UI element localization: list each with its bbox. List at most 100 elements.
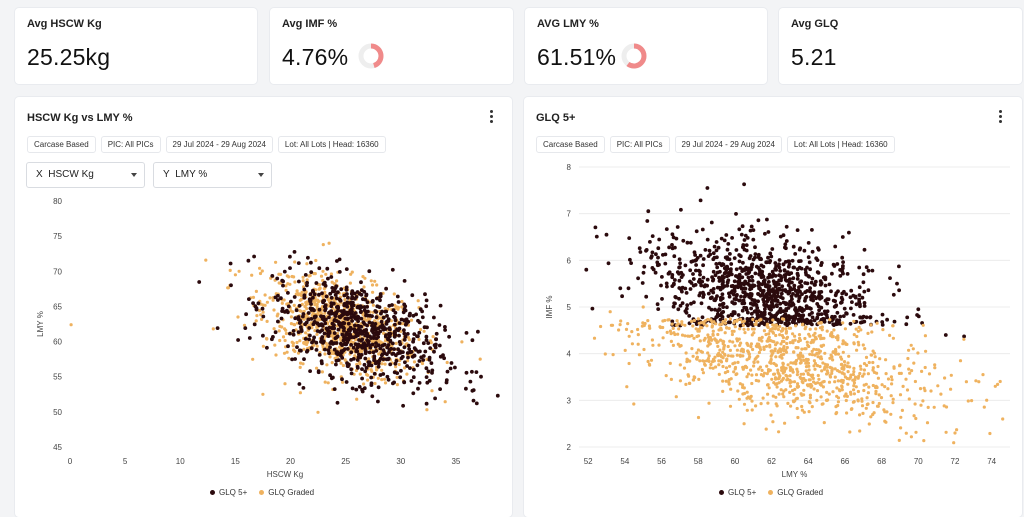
data-point [611, 353, 615, 357]
data-point [820, 328, 824, 332]
y-tick-label: 2 [567, 443, 572, 452]
data-point [376, 326, 381, 331]
filter-chip: Carcase Based [27, 136, 96, 153]
x-axis-select[interactable]: X HSCW Kg [26, 162, 145, 188]
data-point [636, 276, 640, 281]
more-options-icon[interactable] [994, 110, 1006, 126]
data-point [949, 387, 953, 391]
data-point [906, 356, 910, 361]
data-point [663, 261, 668, 266]
data-point [449, 361, 454, 365]
data-point [766, 230, 771, 234]
filter-chip: Carcase Based [536, 136, 605, 153]
data-point [744, 364, 748, 368]
data-point [810, 249, 815, 254]
data-point [824, 398, 829, 402]
data-point [901, 384, 905, 388]
data-point [278, 338, 282, 343]
kpi-value: 5.21 [791, 44, 837, 70]
data-point [599, 324, 603, 329]
data-point [358, 355, 363, 360]
data-point [401, 403, 405, 408]
data-point [333, 293, 338, 297]
legend-item-glq5[interactable]: GLQ 5+ [719, 488, 756, 497]
data-point [742, 402, 747, 406]
data-point [781, 392, 785, 396]
data-point [395, 294, 400, 299]
data-point [757, 367, 761, 371]
data-point [391, 308, 396, 313]
data-point [628, 257, 632, 262]
data-point [325, 266, 330, 271]
data-point [788, 384, 793, 388]
data-point [609, 323, 613, 327]
data-point [812, 283, 817, 287]
data-point [819, 263, 823, 267]
data-point [359, 331, 364, 336]
data-point [777, 320, 781, 324]
data-point [705, 277, 710, 282]
data-point [862, 319, 867, 324]
data-point [430, 368, 435, 373]
data-point [988, 431, 992, 436]
data-point [340, 332, 345, 337]
data-point [775, 341, 779, 345]
data-point [809, 373, 813, 377]
data-point [377, 352, 381, 356]
data-point [364, 318, 368, 322]
legend-item-glq5[interactable]: GLQ 5+ [210, 488, 247, 497]
data-point [380, 368, 384, 372]
x-tick-label: 70 [914, 457, 923, 466]
data-point [827, 320, 832, 324]
data-point [868, 315, 872, 320]
legend-item-graded[interactable]: GLQ Graded [768, 488, 823, 497]
data-point [761, 288, 766, 293]
data-point [742, 391, 747, 396]
data-point [829, 289, 833, 294]
data-point [722, 347, 726, 351]
data-point [711, 366, 715, 370]
data-point [654, 252, 658, 257]
data-point [750, 399, 754, 403]
data-point [698, 359, 702, 363]
data-point [655, 302, 660, 307]
data-point [691, 324, 695, 328]
data-point [661, 336, 665, 340]
data-point [336, 331, 340, 336]
data-point [367, 320, 372, 325]
data-point [871, 360, 875, 365]
data-point [351, 345, 356, 350]
x-tick-label: 68 [877, 457, 886, 466]
data-point [353, 323, 357, 328]
data-point [813, 367, 817, 371]
data-point [423, 349, 428, 354]
data-point [424, 401, 429, 406]
data-point [801, 372, 806, 376]
data-point [670, 232, 675, 237]
data-point [261, 333, 265, 338]
data-point [808, 286, 812, 291]
data-point [656, 246, 661, 251]
data-point [816, 373, 820, 378]
data-point [753, 245, 757, 250]
data-point [426, 341, 431, 345]
y-axis-select[interactable]: Y LMY % [153, 162, 272, 188]
data-point [377, 305, 382, 309]
data-point [727, 326, 731, 330]
data-point [722, 271, 727, 276]
data-point [395, 383, 399, 387]
legend-item-graded[interactable]: GLQ Graded [259, 488, 314, 497]
data-point [779, 291, 784, 296]
data-point [806, 274, 811, 278]
data-point [250, 273, 254, 277]
more-options-icon[interactable] [485, 110, 497, 126]
data-point [752, 360, 756, 364]
data-point [364, 366, 369, 370]
data-point [257, 308, 262, 313]
data-point [379, 319, 384, 324]
data-point [307, 337, 311, 342]
data-point [393, 303, 397, 307]
data-point [842, 360, 847, 364]
data-point [402, 331, 407, 336]
data-point [324, 272, 328, 276]
